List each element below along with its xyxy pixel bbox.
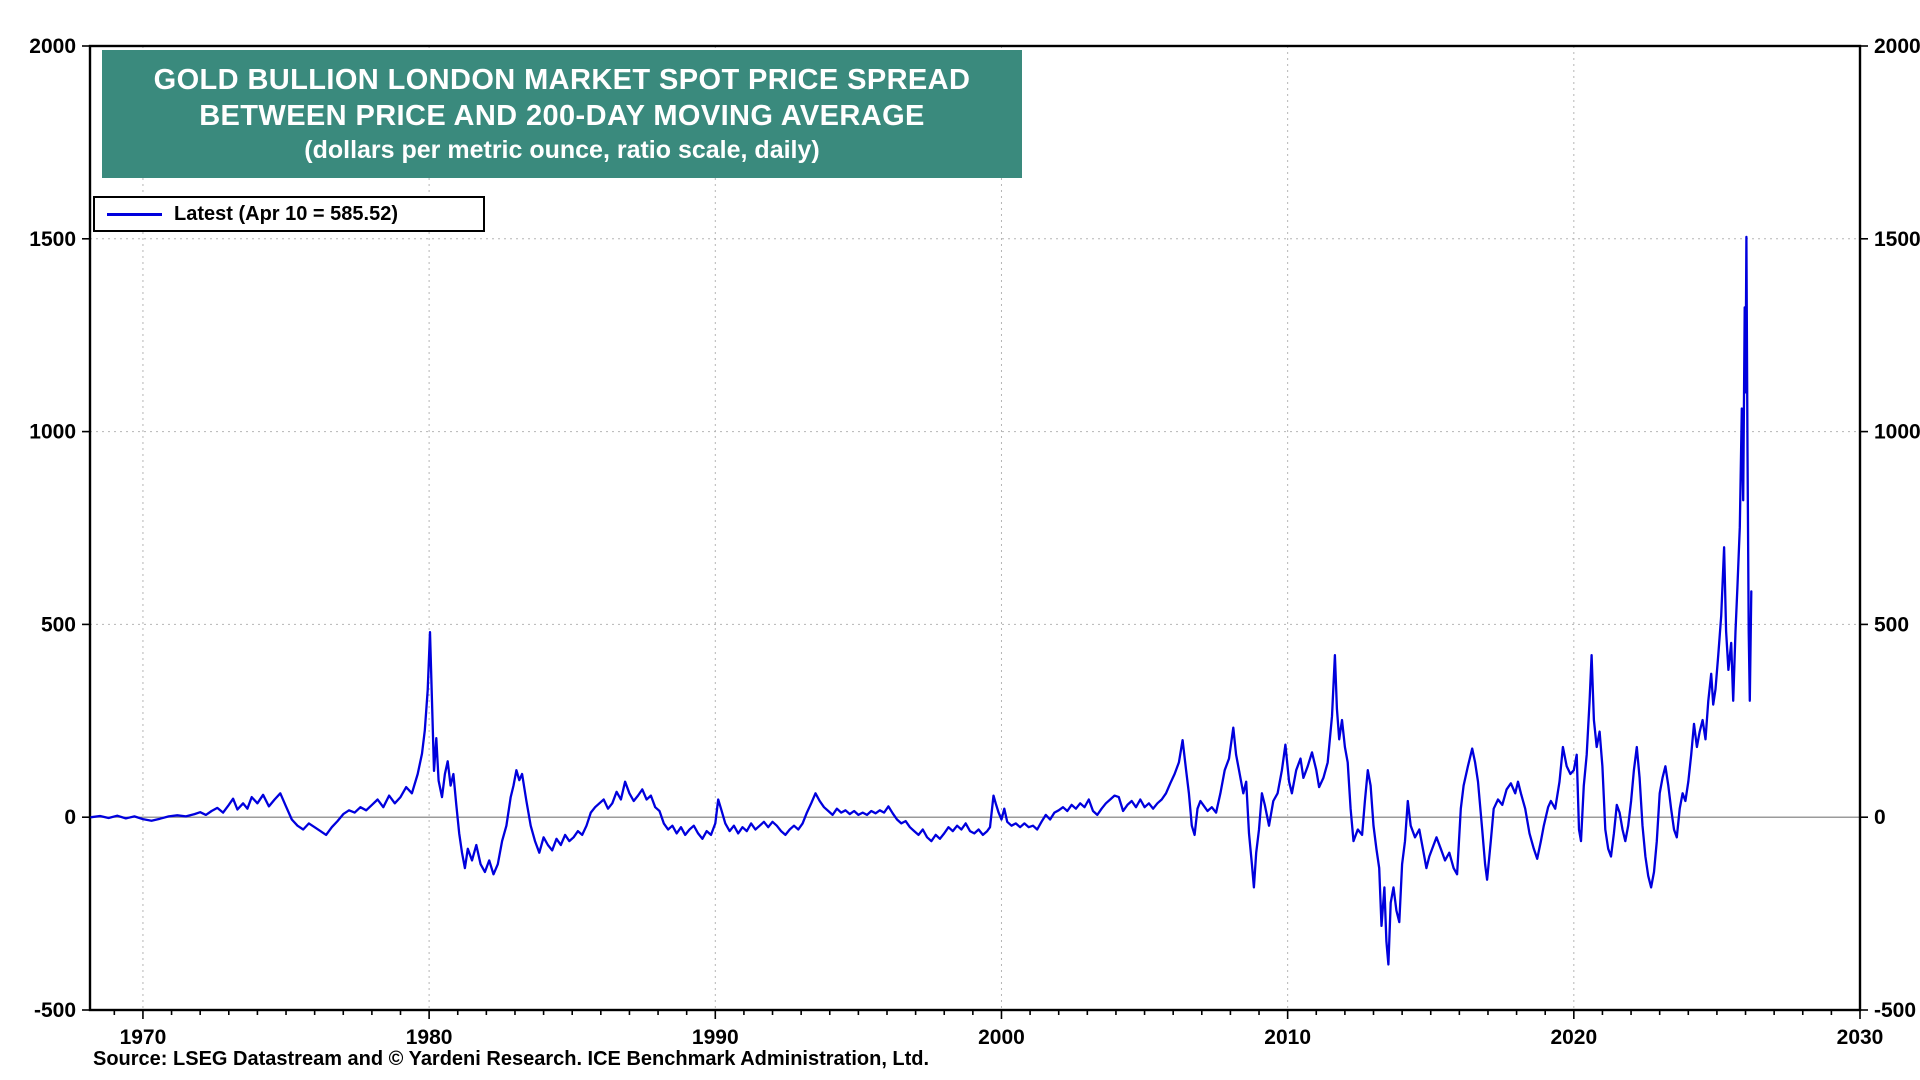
legend-line-sample-icon	[107, 212, 162, 216]
x-axis-label: 1990	[692, 1026, 739, 1049]
chart-title-line2: BETWEEN PRICE AND 200-DAY MOVING AVERAGE	[199, 99, 925, 132]
x-axis-label: 2020	[1550, 1026, 1597, 1049]
y-axis-label-left: 500	[41, 613, 76, 636]
y-axis-label-right: -500	[1874, 999, 1916, 1022]
x-axis-label: 2010	[1264, 1026, 1311, 1049]
y-axis-label-left: 1000	[29, 421, 76, 444]
legend-label: Latest (Apr 10 = 585.52)	[174, 202, 398, 225]
chart-title-box: GOLD BULLION LONDON MARKET SPOT PRICE SP…	[102, 50, 1022, 178]
source-note: Source: LSEG Datastream and © Yardeni Re…	[93, 1048, 930, 1070]
y-axis-label-right: 1500	[1874, 228, 1920, 251]
y-axis-label-left: 0	[64, 806, 76, 829]
x-axis-label: 1980	[406, 1026, 453, 1049]
spread-series-line	[90, 235, 1753, 966]
y-axis-label-left: -500	[34, 999, 76, 1022]
y-axis-label-right: 0	[1874, 806, 1886, 829]
y-axis-label-right: 1000	[1874, 421, 1920, 444]
legend: Latest (Apr 10 = 585.52)	[93, 196, 485, 232]
y-axis-label-right: 500	[1874, 613, 1909, 636]
x-axis-label: 2000	[978, 1026, 1025, 1049]
x-axis-label: 2030	[1837, 1026, 1884, 1049]
chart-title-line1: GOLD BULLION LONDON MARKET SPOT PRICE SP…	[153, 63, 971, 96]
x-axis-label: 1970	[120, 1026, 167, 1049]
y-axis-label-left: 2000	[29, 35, 76, 58]
plot-frame	[88, 44, 1862, 1012]
y-axis-label-left: 1500	[29, 228, 76, 251]
y-axis-label-right: 2000	[1874, 35, 1920, 58]
chart-subtitle: (dollars per metric ounce, ratio scale, …	[304, 135, 820, 164]
